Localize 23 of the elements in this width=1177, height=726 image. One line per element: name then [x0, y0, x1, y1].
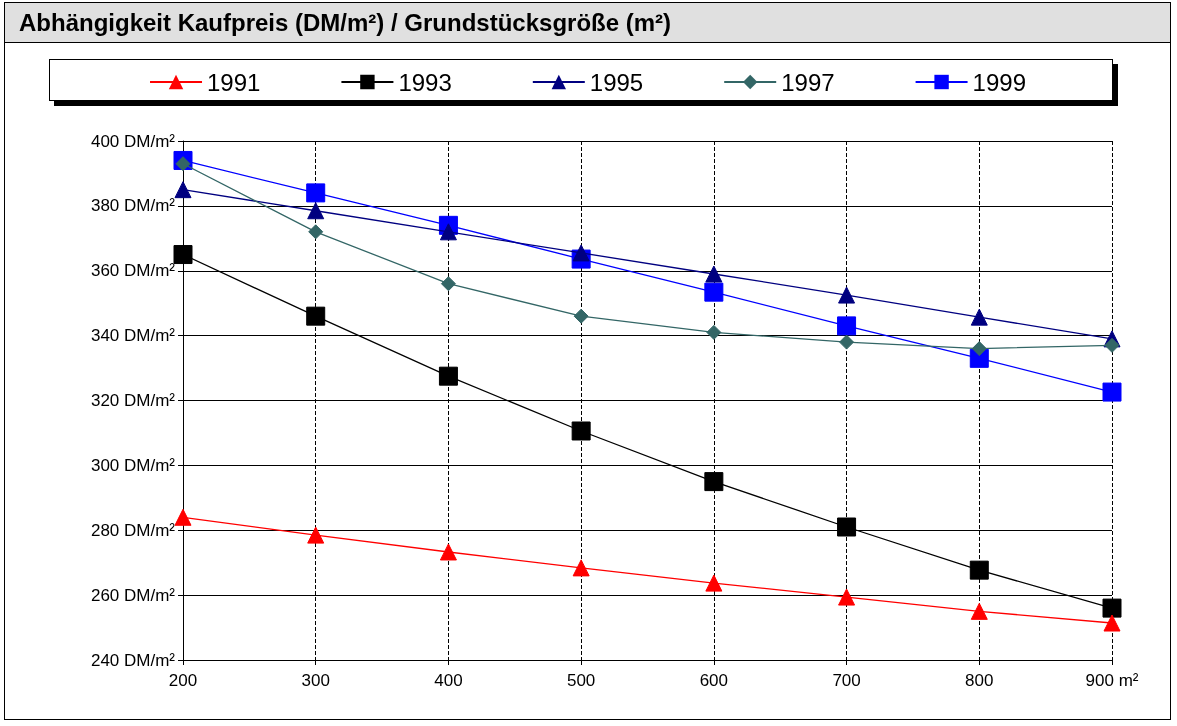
- legend-label: 1995: [589, 68, 644, 96]
- chart-title: Abhängigkeit Kaufpreis (DM/m²) / Grundstücksgröße (m²): [5, 3, 1170, 43]
- y-tick-label: 340 DM/m²: [90, 326, 176, 346]
- y-tick-label: 260 DM/m²: [90, 585, 176, 605]
- y-tick-label: 240 DM/m²: [90, 650, 176, 670]
- y-tick-label: 280 DM/m²: [90, 520, 176, 540]
- legend-label: 1991: [207, 68, 261, 96]
- x-tick-label: 800: [965, 671, 994, 690]
- y-tick-label: 320 DM/m²: [90, 391, 176, 410]
- legend-label: 1999: [972, 68, 1026, 96]
- y-tick-label: 360 DM/m²: [90, 261, 176, 281]
- y-tick-label: 300 DM/m²: [90, 455, 176, 475]
- x-tick-label: 200: [168, 671, 198, 690]
- x-tick-label: 600: [699, 671, 729, 690]
- x-tick-label: 400: [434, 671, 463, 690]
- legend-label: 1993: [398, 68, 452, 96]
- x-tick-label: 900 m²: [1085, 671, 1139, 690]
- legend-label: 1997: [781, 68, 835, 96]
- y-tick-label: 400 DM/m²: [90, 131, 176, 151]
- x-tick-label: 700: [832, 671, 861, 690]
- y-tick-label: 380 DM/m²: [90, 196, 176, 216]
- x-tick-label: 500: [566, 671, 596, 690]
- x-tick-label: 300: [301, 671, 330, 690]
